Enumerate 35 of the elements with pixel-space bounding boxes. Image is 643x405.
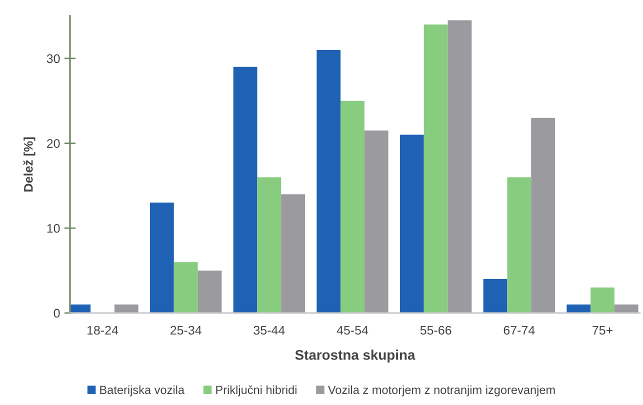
bar <box>590 288 614 313</box>
legend-label: Vozila z motorjem z notranjim izgorevanjem <box>328 385 555 396</box>
bar <box>566 304 591 313</box>
x-tick-label: 45-54 <box>336 326 368 335</box>
x-axis-title: Starostna skupina <box>295 350 416 363</box>
bar <box>316 50 341 313</box>
x-tick-label: 25-34 <box>170 326 202 335</box>
bar <box>198 270 222 313</box>
legend-label: Baterijska vozila <box>100 385 185 396</box>
y-tick-label: 20 <box>47 139 60 148</box>
y-tick-label: 10 <box>47 224 60 233</box>
bar <box>364 130 388 313</box>
bar <box>614 304 638 313</box>
bar <box>507 177 532 313</box>
x-tick-label: 75+ <box>592 326 612 335</box>
bar <box>150 202 174 313</box>
legend-label: Priključni hibridi <box>216 385 296 396</box>
bar <box>257 177 282 313</box>
x-tick-label: 55-66 <box>420 326 452 335</box>
bar <box>114 304 138 313</box>
bar <box>531 118 555 313</box>
bar <box>281 194 305 313</box>
bar <box>483 279 508 313</box>
y-tick-label: 0 <box>54 308 60 318</box>
bar <box>233 66 258 313</box>
bar <box>448 20 472 313</box>
bar <box>340 100 364 313</box>
x-tick-label: 35-44 <box>254 326 285 335</box>
y-tick-label: 30 <box>46 54 60 64</box>
x-tick-label: 67-74 <box>504 326 535 335</box>
x-tick-label: 18-24 <box>87 326 118 335</box>
bar <box>424 24 448 313</box>
bar <box>400 134 424 313</box>
bar <box>174 262 198 313</box>
y-axis-title: Delež [%] <box>23 137 36 192</box>
